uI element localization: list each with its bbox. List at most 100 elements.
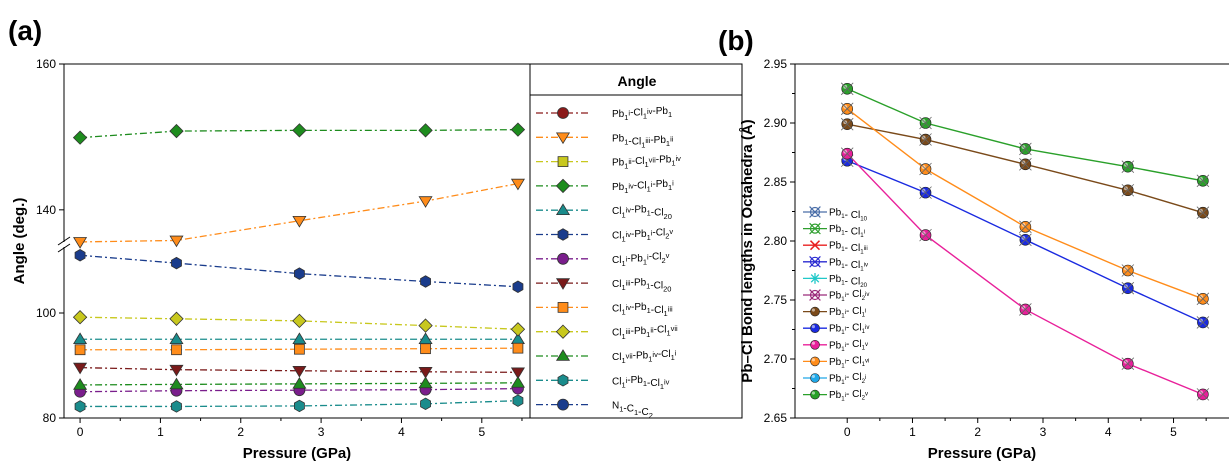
marker-square — [557, 156, 569, 167]
overlap-cross — [1121, 183, 1135, 197]
legend-item: Cl1i-Pb1-Cl1iv — [536, 374, 670, 391]
overlap-cross — [1121, 281, 1135, 295]
series-line — [80, 347, 518, 351]
marker-hexagon — [420, 397, 431, 411]
data-point — [73, 378, 88, 390]
marker-hexagon — [74, 249, 86, 262]
data-point — [292, 332, 307, 345]
data-point — [171, 344, 182, 356]
overlap-cross — [1019, 158, 1032, 171]
overlap-cross — [919, 162, 932, 176]
data-point — [512, 342, 524, 354]
data-point — [74, 344, 86, 356]
series-line — [80, 128, 518, 139]
data-point — [809, 289, 821, 301]
data-point — [294, 343, 305, 355]
data-point — [809, 222, 821, 235]
x-tick-label: 5 — [1170, 425, 1177, 439]
data-point — [169, 235, 184, 248]
data-point — [555, 349, 571, 361]
panel-b-label: (b) — [718, 25, 754, 56]
marker-diamond — [169, 123, 184, 139]
data-point — [294, 399, 305, 413]
marker-highlight — [811, 374, 815, 378]
series-line — [80, 182, 519, 243]
marker-triangle-down — [555, 278, 571, 290]
legend-item: Pb1i- Cl1v — [803, 339, 869, 353]
x-tick-label: 5 — [478, 425, 485, 439]
legend-label: Pb1- Cl1iii — [829, 241, 868, 256]
data-point — [292, 313, 307, 329]
data-point — [418, 123, 433, 138]
marker-diamond — [510, 322, 526, 337]
marker-triangle-down — [555, 132, 571, 145]
data-point — [512, 394, 524, 407]
marker-triangle-down — [73, 362, 88, 375]
data-point — [169, 123, 184, 139]
marker-diamond — [72, 130, 88, 145]
marker-x-stroke — [809, 222, 821, 235]
chart-b: 2.65 2.70 2.75 2.80 2.85 2.90 2.95 0 1 2 3 4 5 Pressu… — [739, 57, 1229, 462]
marker-square — [74, 344, 86, 356]
legend-label: Pb1i- Cl1v — [829, 339, 869, 353]
legend-item: Cl1iv-Pb1-Cl20 — [536, 203, 672, 221]
data-point — [810, 306, 820, 317]
legend-label: Pb1i- Cl2iv — [829, 289, 870, 303]
legend: Angle Pb1i-Cl1iv-Pb1 Pb1-Cl1iii-Pb1ii Pb1ii… — [529, 63, 743, 420]
legend-item: Pb1i- Cl1iv — [803, 322, 870, 336]
data-point — [169, 364, 184, 377]
legend-label: Cl1iii-Pb1-Cl20 — [612, 278, 671, 294]
legend-item: N1-C1-C2 — [536, 398, 653, 420]
marker-circle — [557, 107, 569, 119]
data-point — [169, 311, 184, 326]
marker-x-stroke — [809, 206, 821, 218]
legend-label: N1-C1-C2 — [612, 401, 653, 420]
legend-item: Pb1- Cl1iv — [803, 255, 869, 272]
y-tick-label: 2.95 — [764, 57, 788, 71]
data-point — [510, 122, 526, 137]
overlap-cross — [840, 117, 854, 131]
marker-diamond — [510, 122, 526, 137]
y-tick-label: 100 — [36, 306, 56, 320]
y-axis-title: Angle (deg.) — [11, 198, 28, 285]
y-tick-label: 2.70 — [764, 352, 788, 366]
data-point — [73, 362, 88, 375]
x-tick-label: 4 — [1105, 425, 1112, 439]
overlap-cross — [919, 186, 932, 199]
marker-triangle-down — [418, 196, 433, 208]
marker-square — [294, 343, 305, 355]
data-point — [510, 367, 525, 380]
marker-triangle-up — [292, 377, 307, 389]
series-line — [80, 316, 518, 330]
marker-highlight — [811, 358, 815, 362]
marker-triangle-down — [292, 365, 307, 378]
overlap-cross — [1196, 388, 1210, 401]
marker-star-stroke — [810, 274, 820, 283]
legend-item: Cl1iii-Pb1-Cl20 — [536, 278, 671, 294]
marker-ball — [810, 306, 820, 317]
x-axis-title: Pressure (GPa) — [243, 445, 351, 462]
marker-ball — [810, 356, 820, 367]
marker-diamond — [72, 310, 88, 325]
legend-label: Cl1iv-Pb1-Cl20 — [612, 205, 672, 221]
legend-title: Angle — [618, 73, 657, 89]
data-point — [169, 377, 184, 390]
marker-x-stroke — [809, 289, 821, 301]
series-line — [80, 382, 518, 386]
marker-diamond — [292, 123, 307, 138]
legend-item: Pb1i- Cl1i — [803, 306, 866, 320]
legend-label: Cl1vii-Pb1iv-Cl1i — [612, 348, 677, 365]
data-point — [418, 318, 433, 333]
marker-hexagon — [557, 374, 569, 387]
axis-break-mark — [57, 243, 71, 253]
marker-hexagon — [294, 267, 305, 280]
data-point — [810, 356, 820, 367]
data-point — [510, 376, 525, 388]
marker-triangle-up — [418, 376, 433, 389]
marker-triangle-down — [169, 235, 184, 248]
legend-item: Cl1iv-Pb1-Cl1iii — [536, 302, 673, 318]
marker-triangle-up — [169, 332, 184, 345]
marker-ring — [809, 256, 821, 267]
legend-item: Cl1i-Pb1i-Cl2v — [536, 251, 670, 268]
marker-circle — [557, 398, 569, 411]
